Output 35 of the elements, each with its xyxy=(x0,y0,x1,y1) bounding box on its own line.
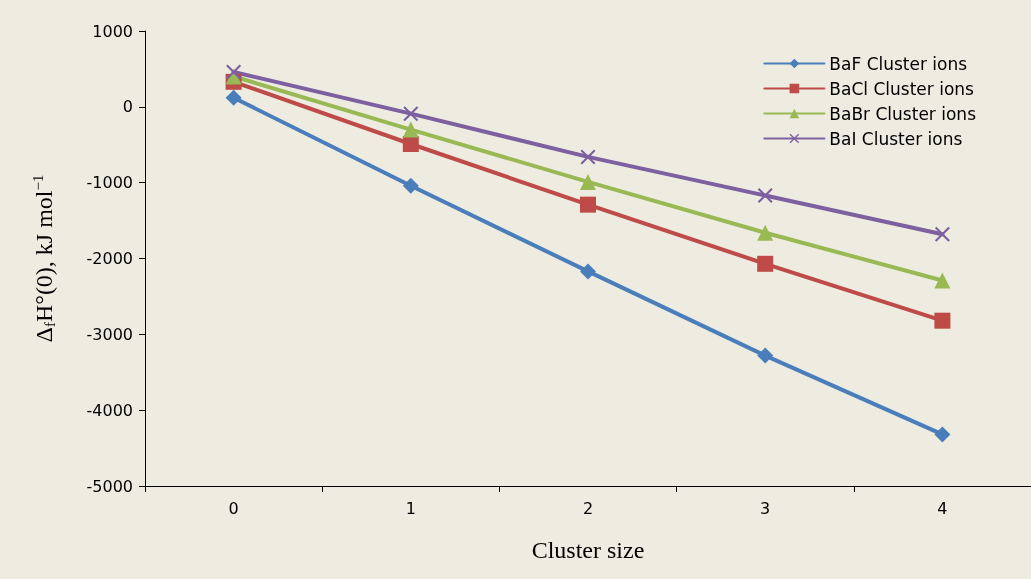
legend-label: BaBr Cluster ions xyxy=(829,103,977,124)
y-tick-label: -5000 xyxy=(86,476,133,496)
point xyxy=(580,196,596,213)
point xyxy=(934,226,950,242)
y-tick-label: 1000 xyxy=(92,21,133,41)
x-axis-title: Cluster size xyxy=(531,537,645,563)
y-tick-label: -4000 xyxy=(86,400,133,420)
point xyxy=(757,255,774,272)
y-tick-label: -2000 xyxy=(86,249,133,268)
x-tick-label: 2 xyxy=(582,498,594,518)
point xyxy=(757,188,773,204)
point xyxy=(934,426,951,443)
y-tick-label: 0 xyxy=(122,97,133,117)
x-tick-label: 3 xyxy=(760,498,771,518)
point xyxy=(402,121,419,138)
point xyxy=(225,89,242,106)
x-tick-label: 1 xyxy=(405,498,416,518)
legend-label: BaCl Cluster ions xyxy=(829,78,975,99)
point xyxy=(226,64,242,80)
y-tick-label: -1000 xyxy=(86,173,133,193)
x-tick-label: 0 xyxy=(228,498,239,518)
point xyxy=(402,177,419,194)
point xyxy=(757,347,774,364)
point xyxy=(403,106,419,122)
x-tick-label: 4 xyxy=(937,498,948,518)
point xyxy=(580,149,596,165)
y-axis-title: ΔfH°(0), kJ mol−1 xyxy=(29,174,58,343)
point xyxy=(934,272,951,289)
point xyxy=(580,263,596,280)
y-tick-label: -3000 xyxy=(86,324,133,344)
point xyxy=(934,312,951,329)
point xyxy=(757,224,774,241)
point xyxy=(580,173,596,190)
legend-label: BaI Cluster ions xyxy=(829,128,963,149)
legend-label: BaF Cluster ions xyxy=(829,53,968,74)
